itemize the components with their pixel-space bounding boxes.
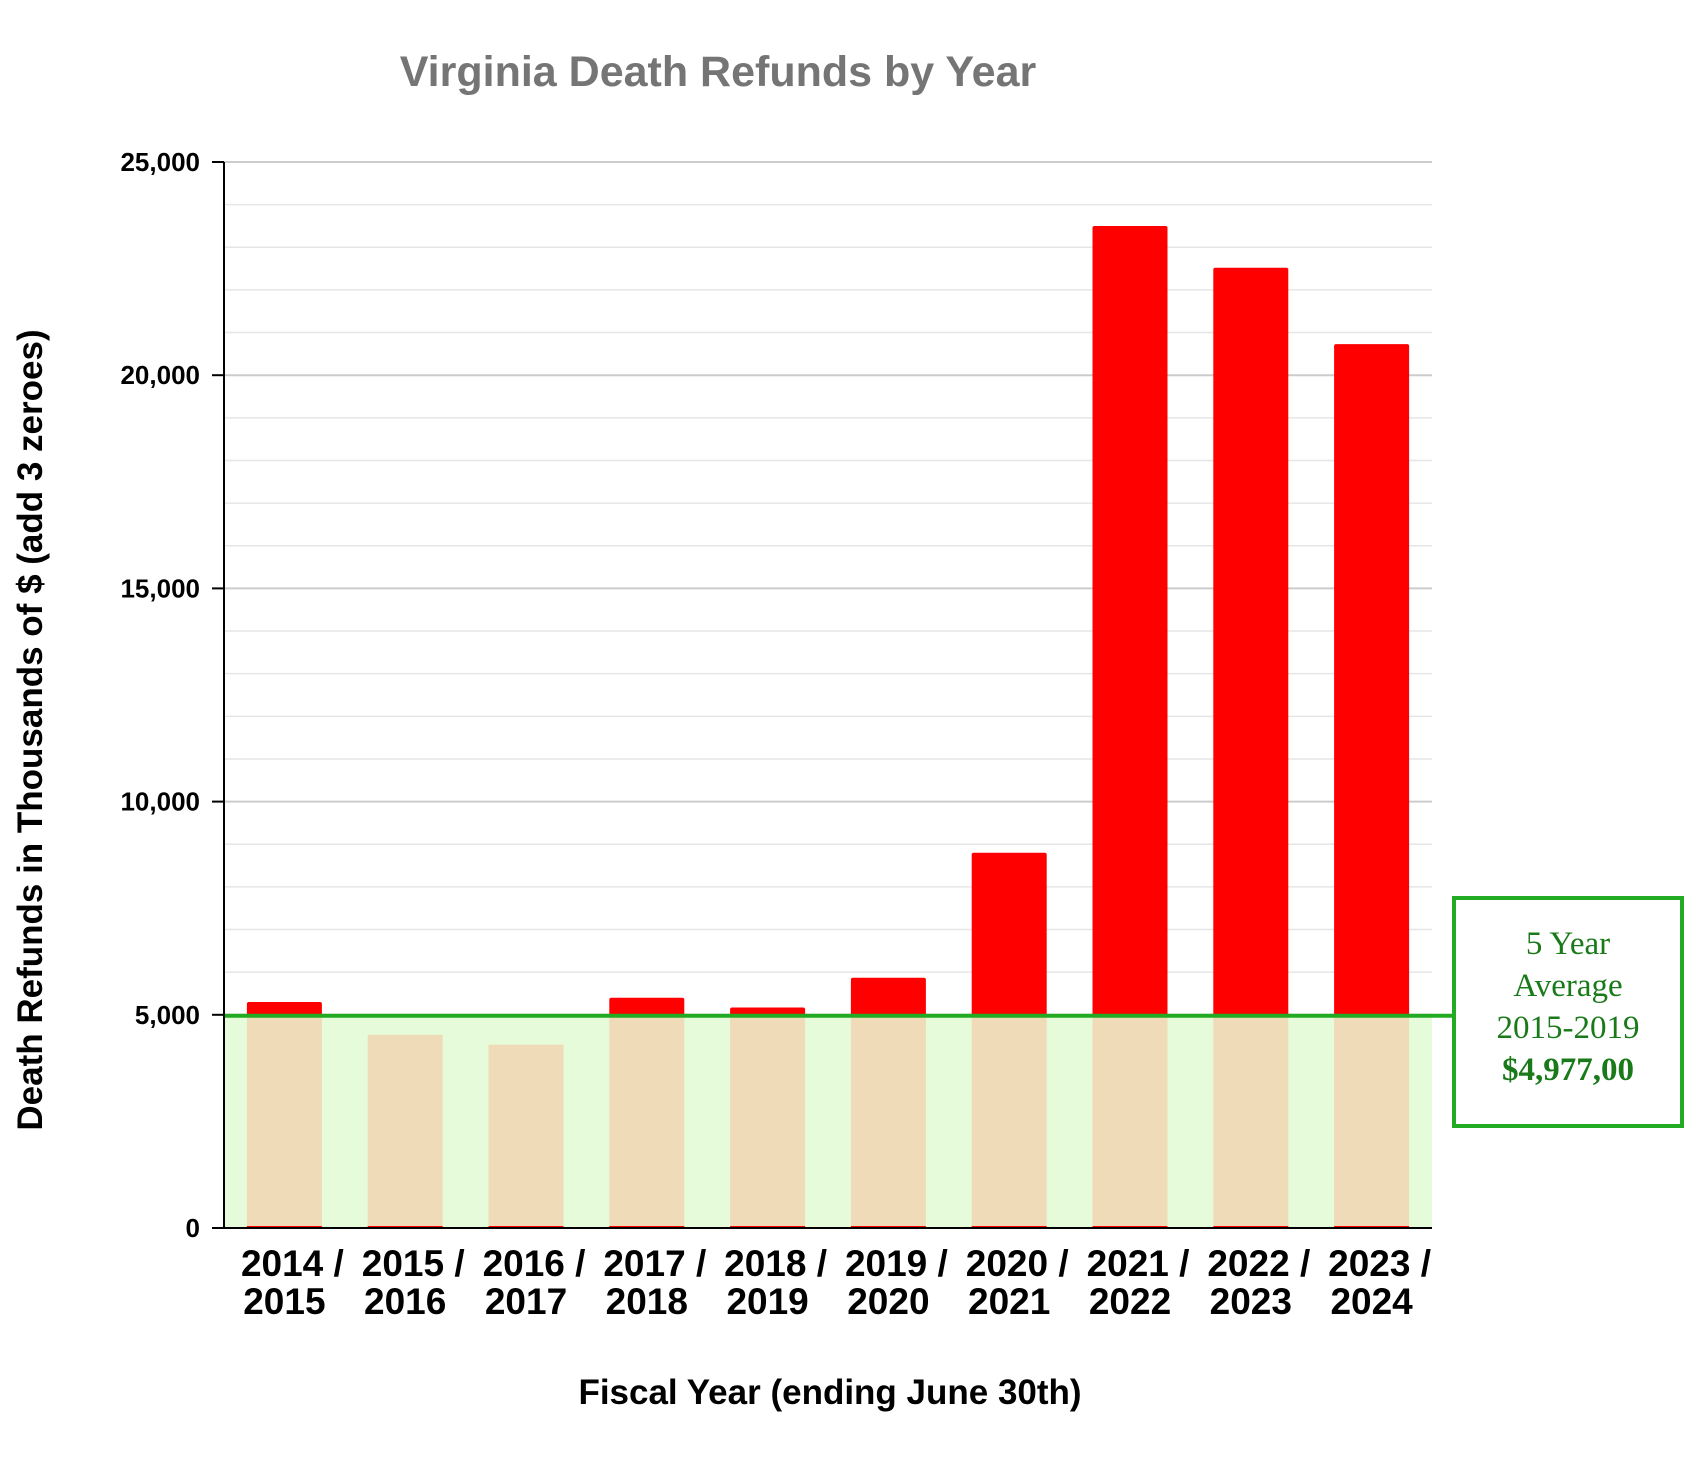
bar-below-average (1334, 1015, 1410, 1228)
bar-below-average (971, 1015, 1047, 1228)
x-tick-label: 2019 (726, 1281, 808, 1322)
y-tick-label: 10,000 (120, 787, 200, 817)
x-tick-label: 2021 / (1087, 1243, 1190, 1284)
x-tick-label: 2017 / (603, 1243, 706, 1284)
chart-title: Virginia Death Refunds by Year (400, 48, 1037, 96)
bar-below-average (609, 1015, 685, 1228)
bar-below-average (1092, 1015, 1168, 1228)
average-line-2: Average (1513, 968, 1622, 1004)
x-tick-label: 2015 (243, 1281, 325, 1322)
x-tick-label: 2018 / (724, 1243, 827, 1284)
bar-above-average (850, 977, 926, 1016)
bar-above-average (609, 997, 685, 1016)
y-tick-label: 0 (186, 1213, 200, 1243)
y-tick-label: 20,000 (120, 360, 200, 390)
x-axis-label: Fiscal Year (ending June 30th) (578, 1373, 1081, 1412)
x-tick-label: 2023 / (1328, 1243, 1431, 1284)
bar-below-average (246, 1015, 322, 1228)
bar-below-average (1213, 1015, 1289, 1228)
bar-above-average (1213, 267, 1289, 1016)
bar-above-average (246, 1002, 322, 1016)
x-tick-label: 2021 (968, 1281, 1050, 1322)
x-tick-label: 2016 (364, 1281, 446, 1322)
x-tick-label: 2014 / (241, 1243, 344, 1284)
bar-below-average (730, 1015, 806, 1228)
x-tick-label: 2016 / (483, 1243, 586, 1284)
x-tick-label: 2022 / (1207, 1243, 1310, 1284)
x-tick-label: 2020 / (966, 1243, 1069, 1284)
x-tick-label: 2024 (1330, 1281, 1413, 1322)
average-annotation-box: 5 Year Average 2015-2019 $4,977,00 (1452, 896, 1684, 1128)
average-value: $4,977,00 (1502, 1052, 1634, 1088)
axes-layer (212, 161, 1432, 1229)
y-axis-label: Death Refunds in Thousands of $ (add 3 z… (11, 329, 50, 1130)
y-tick-label: 5,000 (135, 1000, 200, 1030)
x-tick-label: 2022 (1089, 1281, 1171, 1322)
x-tick-label: 2017 (485, 1281, 567, 1322)
bar-above-average (971, 852, 1047, 1016)
bar-above-average (1092, 225, 1168, 1016)
average-line-1: 5 Year (1526, 926, 1610, 962)
x-tick-label: 2015 / (362, 1243, 465, 1284)
bar-below-average (488, 1044, 564, 1228)
bars-layer (246, 225, 1410, 1228)
y-tick-label: 15,000 (120, 573, 200, 603)
y-tick-labels: 0 5,000 10,000 15,000 20,000 25,000 (120, 147, 200, 1243)
x-tick-label: 2020 (847, 1281, 929, 1322)
average-line-3: 2015-2019 (1497, 1010, 1640, 1046)
y-tick-label: 25,000 (120, 147, 200, 177)
x-tick-label: 2018 (606, 1281, 688, 1322)
x-tick-label: 2019 / (845, 1243, 948, 1284)
bar-above-average (730, 1007, 806, 1016)
x-tick-label: 2023 (1210, 1281, 1292, 1322)
bar-below-average (367, 1034, 443, 1228)
bar-above-average (1334, 344, 1410, 1016)
bar-below-average (850, 1015, 926, 1228)
